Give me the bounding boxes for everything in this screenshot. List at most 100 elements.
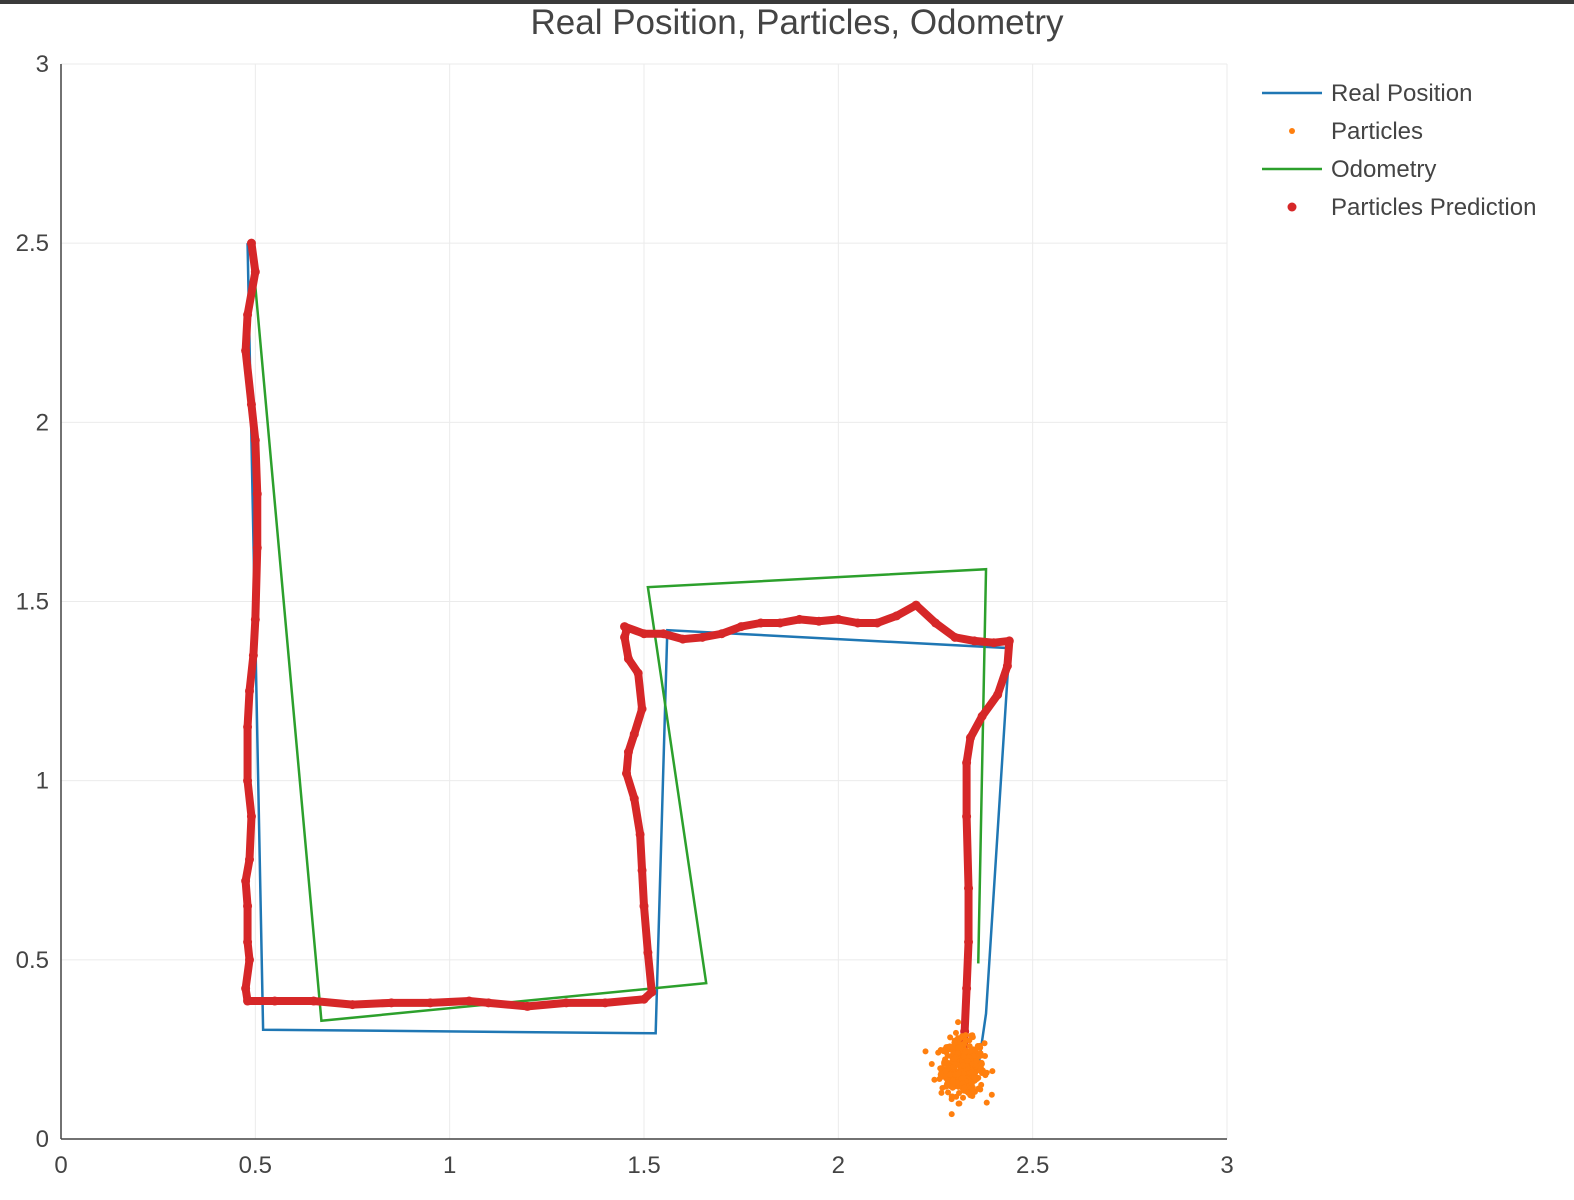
prediction-point [243,901,253,911]
x-tick-label: 3 [1220,1152,1233,1179]
particle-point [942,1068,949,1075]
real-position-line [246,243,1011,1068]
particle-point [964,1057,971,1064]
y-tick-label: 2.5 [16,230,49,257]
particle-point [960,1062,967,1069]
prediction-point [814,616,824,626]
prediction-point [252,489,262,499]
particle-point [945,1043,952,1050]
prediction-point [892,611,902,621]
prediction-point [348,1000,357,1010]
particle-point [938,1089,945,1096]
prediction-point [252,543,262,553]
prediction-point [1004,636,1014,646]
particle-point [955,1019,962,1026]
prediction-point [977,711,987,721]
prediction-point [833,614,843,624]
prediction-point [647,987,657,997]
prediction-point [643,948,653,958]
prediction-point [623,654,633,664]
particle-point [960,1094,967,1101]
prediction-point [248,650,258,660]
prediction-point [639,629,649,639]
particle-point [955,1070,962,1077]
particle-point [989,1068,996,1075]
prediction-point [629,729,639,739]
particle-point [937,1065,944,1072]
prediction-point [245,855,255,864]
prediction-point [931,618,940,628]
prediction-point [484,998,494,1008]
particles-prediction-points [241,238,1014,1072]
prediction-point [623,747,633,757]
prediction-point [250,614,260,624]
prediction-point [464,996,474,1006]
odometry-line [250,243,988,1023]
prediction-point [245,686,255,696]
particle-point [943,1059,950,1066]
prediction-point [794,614,804,624]
particle-point [952,1029,959,1036]
legend-item: Odometry [1262,156,1436,183]
particle-point [969,1087,976,1094]
prediction-point [270,996,280,1006]
legend-item: Particles [1289,118,1423,145]
particle-point [975,1085,982,1092]
prediction-point [600,998,610,1008]
particle-point [969,1069,976,1076]
y-tick-label: 3 [36,51,49,78]
particle-point [950,1064,957,1071]
grid [61,63,1228,1139]
particle-point [955,1100,962,1107]
x-tick-label: 1 [443,1152,456,1179]
x-tick-label: 2.5 [1016,1152,1049,1179]
prediction-point [717,629,727,639]
particle-point [949,1084,956,1091]
particle-point [960,1074,967,1081]
y-tick-label: 2 [36,409,49,436]
prediction-point [950,632,960,642]
particle-point [931,1076,938,1083]
particle-point [922,1048,929,1055]
legend-label: Particles Prediction [1331,194,1536,221]
prediction-point [622,769,632,778]
x-tick-label: 1.5 [627,1152,660,1179]
y-tick-label: 1.5 [16,589,49,616]
prediction-point [964,937,974,947]
legend-label: Odometry [1331,156,1436,183]
prediction-point [1002,661,1012,671]
window-top-border [0,0,1574,4]
particle-point [988,1091,995,1098]
prediction-point [962,812,972,821]
prediction-point [243,722,253,732]
prediction-point [697,632,707,642]
prediction-point [911,600,921,610]
x-tick-label: 2 [832,1152,845,1179]
particle-point [947,1034,954,1041]
prediction-point [620,632,630,642]
prediction-point [633,668,643,678]
prediction-point [241,346,251,356]
chart-title: Real Position, Particles, Odometry [531,3,1064,42]
particle-point [944,1052,951,1059]
prediction-point [309,996,319,1006]
axes: 0 0.5 1 1.5 2 2.5 3 0 0.5 1 1.5 2 2.5 3 [16,51,1234,1179]
prediction-point [637,865,647,875]
prediction-point [246,238,256,248]
particle-point [955,1044,962,1051]
prediction-point [243,776,253,786]
prediction-point [522,1001,532,1011]
particle-point [935,1049,942,1056]
prediction-point [962,758,972,768]
prediction-point [756,618,766,628]
particle-point [961,1084,968,1091]
prediction-point [561,998,571,1008]
particle-point [972,1058,979,1065]
prediction-point [250,267,260,277]
prediction-point [962,984,972,993]
legend-item: Particles Prediction [1287,194,1536,221]
prediction-point [993,690,1003,700]
particle-point [946,1071,953,1078]
legend: Real Position Particles Odometry Particles … [1262,80,1536,221]
